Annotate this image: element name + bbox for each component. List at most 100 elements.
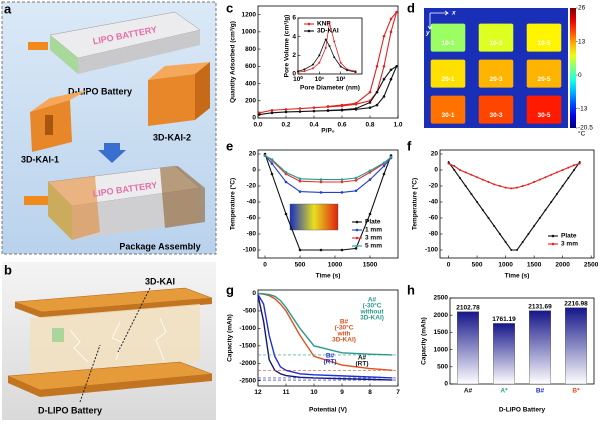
illustration-a: LIPO BATTERY D-LIPO Battery 3D-KAI-2 3D-… <box>1 1 217 255</box>
series-line <box>259 11 398 114</box>
data-point <box>453 169 456 171</box>
data-point <box>340 248 344 252</box>
data-point <box>538 217 541 219</box>
assembly-label: Package Assembly <box>119 241 200 251</box>
y-tick-label: -100 <box>425 247 438 254</box>
panel-label: h <box>407 282 415 297</box>
y-tick-label: 2500 <box>434 295 449 302</box>
y-tick-label: -20 <box>247 183 257 190</box>
colorbar-label: -20.5 <box>578 125 593 132</box>
x-tick-label: A# <box>464 388 473 395</box>
thermal-square <box>526 59 562 88</box>
data-point <box>284 108 288 111</box>
data-point <box>458 169 461 171</box>
pointer <box>79 344 101 403</box>
x-tick-label: 8 <box>368 389 372 396</box>
y-tick-label: -40 <box>247 199 257 206</box>
legend-marker <box>355 220 359 224</box>
y-tick-label: 0 <box>292 71 296 78</box>
kai1-slot <box>45 115 53 135</box>
annotation: (RT) <box>356 361 369 368</box>
data-point <box>368 178 372 181</box>
thermal-square <box>478 23 514 52</box>
y-tick-label: 2 <box>292 52 296 59</box>
data-point <box>544 176 547 179</box>
data-point <box>382 164 386 168</box>
data-point <box>284 171 288 174</box>
x-axis-label: P/P₀ <box>321 128 334 135</box>
data-point <box>339 61 342 64</box>
data-point <box>382 34 386 38</box>
y-tick-label: 0 <box>444 381 448 388</box>
data-point <box>510 187 513 190</box>
data-point <box>324 46 327 49</box>
value-label: 2216.98 <box>564 300 588 307</box>
battery-end <box>50 35 78 74</box>
y-tick-label: -2500 <box>239 377 256 384</box>
x-tick-label: 1500 <box>363 262 378 269</box>
panel-label: f <box>407 138 412 153</box>
annotation: 3D-KAI) <box>332 337 356 344</box>
data-point <box>270 111 274 115</box>
data-point <box>340 191 344 194</box>
x-tick-label: 500 <box>295 262 306 269</box>
legend-label: 3 mm <box>561 241 578 248</box>
bar <box>529 310 551 385</box>
colorbar-label: 0 <box>578 72 582 79</box>
annotation: B# <box>340 319 349 326</box>
data-point <box>578 162 581 165</box>
square-label: 30-5 <box>537 112 550 119</box>
panel-label: c <box>226 0 233 15</box>
y-axis-label: Capacity (mAh) <box>421 317 428 365</box>
panel-label: e <box>226 138 233 153</box>
data-point <box>298 179 302 183</box>
y-tick-label: 0 <box>252 290 256 297</box>
x-axis-label: D-LIPO Battery <box>499 407 546 414</box>
panel-label: b <box>4 262 12 277</box>
data-point <box>298 110 302 113</box>
y-tick-label: 0 <box>252 167 256 174</box>
x-tick-label: 0.0 <box>253 122 262 129</box>
y-tick-label: -500 <box>243 308 256 315</box>
data-point <box>521 185 524 187</box>
data-point <box>382 161 386 165</box>
data-point <box>481 178 484 181</box>
assembled-cap <box>160 166 205 228</box>
series-line <box>257 295 393 381</box>
square-label: 30-3 <box>489 112 502 119</box>
legend-marker <box>307 29 311 33</box>
legend-marker <box>355 244 359 248</box>
y-tick-label: -20 <box>429 183 439 190</box>
connector <box>28 42 48 50</box>
legend-label: 5 mm <box>365 243 382 250</box>
y-tick-label: 0 <box>434 167 438 174</box>
panel-label: g <box>226 282 234 297</box>
annotation: (-30°C <box>363 302 382 310</box>
series-line <box>257 292 393 371</box>
data-point <box>382 65 386 68</box>
x-tick-label: 7 <box>396 389 400 396</box>
data-point <box>368 212 372 216</box>
square-label: 20-1 <box>441 76 454 83</box>
x-tick-label: B# <box>536 388 545 395</box>
data-point <box>354 102 358 105</box>
data-point <box>319 180 323 184</box>
data-point <box>550 173 553 176</box>
data-point <box>339 65 342 68</box>
bar <box>457 311 479 385</box>
data-point <box>326 109 330 112</box>
data-point <box>354 71 357 74</box>
top-plate-edge <box>15 298 212 318</box>
series-line <box>264 155 392 193</box>
data-point <box>298 248 302 252</box>
colorbar-label: 26 <box>578 5 586 12</box>
data-point <box>476 201 479 203</box>
data-point <box>493 183 496 186</box>
data-point <box>311 63 314 66</box>
x-tick-label: B* <box>572 388 580 395</box>
series-line <box>448 163 580 189</box>
square-label: 10-1 <box>441 40 454 47</box>
data-point <box>354 189 358 193</box>
x-tick-label: 10⁰ <box>293 75 303 83</box>
